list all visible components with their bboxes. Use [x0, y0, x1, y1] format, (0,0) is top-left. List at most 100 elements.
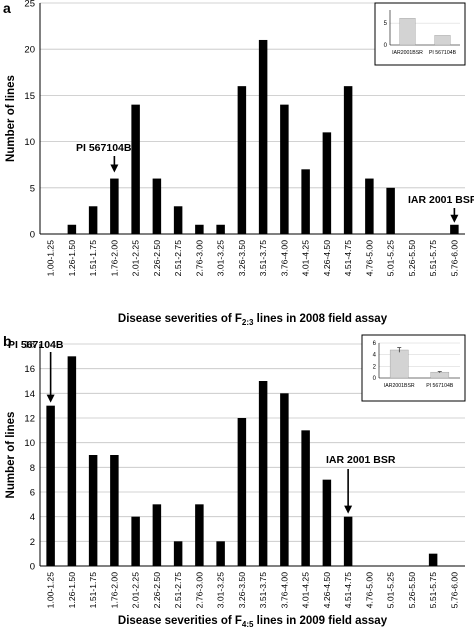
annotation-arrow-head — [46, 394, 55, 403]
annotation-arrow — [46, 352, 55, 403]
x-tick-label: 2.76-3.00 — [194, 572, 204, 609]
annotation-label: PI 567104B — [8, 339, 64, 351]
x-tick-label: 5.26-5.50 — [407, 572, 417, 609]
inset-y-tick-label: 6 — [373, 341, 377, 347]
bar — [322, 132, 332, 234]
bar — [67, 224, 77, 234]
annotation-arrow — [450, 208, 459, 223]
inset-chart: 0 2 4 6 IAR2001BSR PI 567104B — [361, 334, 466, 402]
bar — [450, 224, 459, 234]
annotation-arrow — [110, 156, 119, 173]
bar — [301, 169, 310, 234]
x-tick-label: 5.01-5.25 — [386, 240, 396, 277]
y-tick-label: 12 — [24, 414, 35, 425]
inset-bar — [430, 371, 450, 379]
annotation-label: IAR 2001 BSR — [408, 194, 474, 206]
y-tick-label: 15 — [24, 91, 35, 102]
x-tick-label: 5.51-5.75 — [428, 240, 438, 277]
bar — [216, 541, 225, 566]
x-tick-label: 5.01-5.25 — [386, 572, 396, 609]
x-tick-label: 1.26-1.50 — [67, 572, 77, 609]
inset-y-tick-label: 0 — [384, 43, 388, 49]
x-axis-title: Disease severities of F2:3 lines in 2008… — [118, 313, 388, 327]
x-tick-label: 1.00-1.25 — [46, 572, 56, 609]
x-tick-label: 2.26-2.50 — [152, 240, 162, 277]
bar — [301, 430, 310, 566]
annotation-arrow-head — [450, 214, 459, 223]
y-tick-label: 25 — [24, 0, 35, 10]
inset-category-label: IAR2001BSR — [392, 50, 423, 56]
x-tick-label: 3.01-3.25 — [216, 240, 226, 277]
annotation-label: IAR 2001 BSR — [326, 454, 396, 466]
x-tick-label: 3.76-4.00 — [279, 572, 289, 609]
bar — [258, 381, 268, 566]
bar — [280, 393, 289, 566]
x-tick-label: 2.51-2.75 — [173, 572, 183, 609]
x-tick-label: 2.76-3.00 — [194, 240, 204, 277]
x-tick-label: 3.76-4.00 — [279, 240, 289, 277]
y-axis-title: Number of lines — [5, 75, 17, 162]
x-tick-label: 3.51-3.75 — [258, 572, 268, 609]
bar — [67, 356, 77, 566]
bar — [237, 418, 247, 566]
x-axis-title: Disease severities of F4:5 lines in 2009… — [118, 615, 388, 629]
bar — [322, 479, 332, 566]
x-tick-label: 3.01-3.25 — [216, 572, 226, 609]
y-tick-label: 8 — [30, 463, 35, 474]
bar — [343, 516, 353, 566]
y-tick-label: 16 — [24, 364, 35, 375]
panel-b: b 0 2 4 6 8 10 12 14 16 18 1.00-1.25 1.26-1.50 1.51-1… — [3, 333, 466, 629]
inset-y-tick-label: 0 — [373, 376, 377, 382]
y-tick-label: 14 — [24, 389, 35, 400]
x-tick-label: 1.51-1.75 — [88, 572, 98, 609]
y-tick-label: 18 — [24, 340, 35, 351]
inset-bar — [434, 35, 451, 46]
inset-chart: 0 5 IAR2001BSR PI 567104B — [374, 2, 466, 66]
x-tick-label: 4.51-4.75 — [343, 240, 353, 277]
y-tick-label: 2 — [30, 537, 35, 548]
panel-a: a 0 5 10 15 20 25 1.00-1.25 1.26-1.50 1.51-1.75 1.… — [3, 0, 474, 327]
annotation-arrow — [344, 469, 353, 514]
x-tick-label: 3.26-3.50 — [237, 572, 247, 609]
y-tick-label: 5 — [30, 183, 35, 194]
bar — [152, 504, 162, 566]
bar — [386, 187, 395, 234]
y-tick-label: 10 — [24, 438, 35, 449]
bar — [195, 224, 204, 234]
bar — [110, 455, 119, 566]
x-tick-label: 4.26-4.50 — [322, 240, 332, 277]
inset-category-label: PI 567104B — [429, 50, 457, 56]
annotation-label: PI 567104B — [76, 142, 132, 154]
bar — [88, 206, 98, 234]
bar — [173, 541, 183, 566]
bar — [152, 178, 162, 234]
bar — [237, 86, 247, 234]
inset-y-tick-label: 2 — [373, 364, 377, 370]
bar — [110, 178, 119, 234]
x-tick-label: 1.76-2.00 — [109, 572, 119, 609]
bar — [258, 39, 268, 235]
x-tick-label: 1.26-1.50 — [67, 240, 77, 277]
x-tick-label: 4.01-4.25 — [301, 572, 311, 609]
x-tick-label: 4.76-5.00 — [364, 240, 374, 277]
bar — [131, 516, 140, 566]
bar — [343, 86, 353, 234]
bar — [195, 504, 204, 566]
inset-bar — [399, 18, 416, 46]
annotation-arrow-head — [344, 505, 353, 514]
panel-letter: b — [3, 333, 12, 349]
inset-bar — [389, 349, 409, 379]
bar — [88, 455, 98, 566]
x-tick-label: 3.26-3.50 — [237, 240, 247, 277]
x-tick-label: 5.76-6.00 — [449, 572, 459, 609]
inset-y-tick-label: 4 — [373, 353, 377, 359]
annotation-arrow-head — [110, 164, 119, 173]
bar — [428, 553, 438, 566]
x-tick-label: 2.01-2.25 — [131, 240, 141, 277]
x-tick-label: 2.01-2.25 — [131, 572, 141, 609]
x-tick-label: 4.01-4.25 — [301, 240, 311, 277]
x-tick-label: 1.51-1.75 — [88, 240, 98, 277]
bar — [280, 104, 289, 234]
x-tick-label: 2.51-2.75 — [173, 240, 183, 277]
